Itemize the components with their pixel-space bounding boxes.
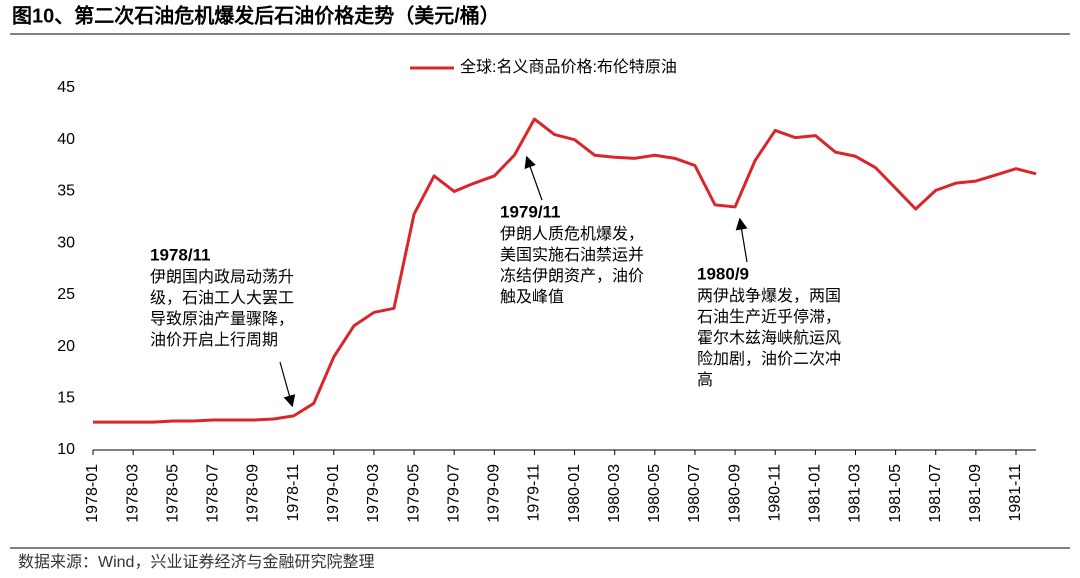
x-tick-label: 1978-01 bbox=[84, 464, 101, 523]
x-tick-label: 1980-09 bbox=[726, 464, 743, 523]
annotation-arrow bbox=[279, 361, 296, 408]
y-tick-label: 35 bbox=[57, 183, 75, 200]
annotation-title: 1978/11 bbox=[150, 245, 211, 264]
x-tick-label: 1981-11 bbox=[1007, 464, 1024, 522]
y-tick-label: 25 bbox=[57, 286, 75, 303]
x-tick-label: 1980-07 bbox=[686, 464, 703, 523]
x-tick-label: 1979-11 bbox=[526, 464, 543, 522]
x-tick-label: 1981-03 bbox=[847, 464, 864, 523]
x-tick-label: 1980-05 bbox=[646, 464, 663, 523]
y-tick-label: 10 bbox=[57, 441, 75, 458]
x-tick-label: 1979-07 bbox=[445, 464, 462, 523]
x-tick-label: 1981-05 bbox=[887, 464, 904, 523]
y-tick-label: 20 bbox=[57, 338, 75, 355]
y-tick-label: 40 bbox=[57, 131, 75, 148]
annotation-arrow bbox=[524, 155, 543, 201]
x-tick-label: 1978-07 bbox=[205, 464, 222, 523]
x-tick-label: 1978-05 bbox=[164, 464, 181, 523]
annotation-text: 两伊战争爆发，两国 bbox=[697, 286, 841, 305]
annotation-text: 级，石油工人大罢工 bbox=[150, 289, 294, 307]
x-tick-label: 1980-01 bbox=[566, 464, 583, 523]
line-series bbox=[93, 117, 1037, 424]
x-tick-label: 1978-09 bbox=[245, 464, 262, 523]
annotation-text: 石油生产近乎停滞， bbox=[697, 308, 841, 326]
annotation-title: 1980/9 bbox=[697, 264, 749, 283]
x-tick-label: 1978-11 bbox=[285, 464, 302, 522]
y-tick-label: 15 bbox=[57, 390, 75, 407]
annotation-text: 伊朗人质危机爆发， bbox=[500, 224, 644, 243]
annotation-text: 冻结伊朗资产，油价 bbox=[500, 267, 644, 285]
x-tick-label: 1981-09 bbox=[967, 464, 984, 523]
x-tick-label: 1979-05 bbox=[405, 464, 422, 523]
annotation-text: 险加剧，油价二次冲 bbox=[697, 350, 841, 368]
x-tick-label: 1978-03 bbox=[124, 464, 141, 523]
x-tick-label: 1981-07 bbox=[927, 464, 944, 523]
annotation-text: 触及峰值 bbox=[500, 288, 564, 306]
annotation-arrow bbox=[735, 217, 748, 263]
annotation-text: 油价开启上行周期 bbox=[150, 331, 278, 349]
legend-label: 全球:名义商品价格:布伦特原油 bbox=[460, 58, 677, 76]
annotation-title: 1979/11 bbox=[500, 202, 561, 221]
y-tick-label: 30 bbox=[57, 234, 75, 251]
annotation-text: 伊朗国内政局动荡升 bbox=[150, 268, 294, 286]
source: 数据来源：Wind，兴业证券经济与金融研究院整理 bbox=[18, 553, 374, 571]
annotation-text: 导致原油产量骤降， bbox=[150, 310, 294, 328]
chart-title: 图10、第二次石油危机爆发后石油价格走势（美元/桶） bbox=[12, 3, 500, 27]
x-tick-label: 1980-11 bbox=[766, 464, 783, 522]
x-tick-label: 1979-03 bbox=[365, 464, 382, 523]
annotation-text: 霍尔木兹海峡航运风 bbox=[697, 329, 841, 347]
x-tick-label: 1979-01 bbox=[325, 464, 342, 523]
annotation-text: 高 bbox=[697, 371, 713, 389]
x-tick-label: 1979-09 bbox=[486, 464, 503, 523]
annotation-text: 美国实施石油禁运并 bbox=[500, 246, 644, 264]
y-tick-label: 45 bbox=[57, 79, 75, 96]
x-tick-label: 1981-01 bbox=[807, 464, 824, 523]
x-tick-label: 1980-03 bbox=[606, 464, 623, 523]
